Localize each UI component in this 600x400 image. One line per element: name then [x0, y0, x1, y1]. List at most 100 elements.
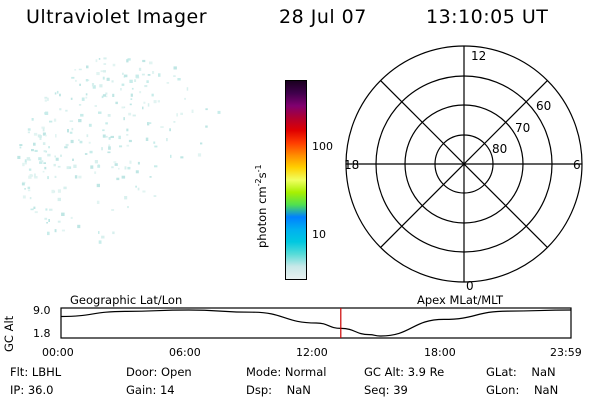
- speckle-dot: [177, 78, 181, 81]
- speckle-dot: [54, 229, 57, 233]
- gc-altitude-line: [60, 309, 572, 337]
- lat-label-70: 70: [515, 121, 530, 135]
- timeline-left-title: Geographic Lat/Lon: [70, 293, 183, 307]
- speckle-dot: [124, 166, 127, 170]
- speckle-dot: [112, 93, 115, 97]
- speckle-dot: [49, 208, 53, 211]
- speckle-dot: [119, 145, 123, 148]
- speckle-dot: [66, 166, 70, 170]
- speckle-dot: [98, 240, 102, 244]
- speckle-dot: [70, 139, 74, 144]
- speckle-dot: [38, 157, 42, 161]
- speckle-dot: [137, 161, 140, 165]
- speckle-dot: [147, 122, 150, 126]
- speckle-dot: [22, 162, 25, 167]
- speckle-dot: [180, 112, 183, 115]
- speckle-dot: [148, 122, 152, 124]
- speckle-dot: [68, 166, 72, 169]
- speckle-dot: [95, 59, 98, 63]
- speckle-dot: [128, 112, 132, 116]
- speckle-dot: [87, 79, 90, 82]
- status-filter: Flt: LBHL: [10, 365, 62, 379]
- colorbar-gradient: [286, 81, 306, 279]
- speckle-dot: [166, 138, 168, 142]
- speckle-dot: [143, 101, 146, 104]
- speckle-dot: [138, 67, 142, 71]
- speckle-dot: [26, 157, 31, 161]
- status-gc-alt: GC Alt: 3.9 Re: [364, 365, 445, 379]
- speckle-dot: [113, 161, 117, 163]
- speckle-dot: [112, 63, 116, 67]
- speckle-dot: [128, 139, 132, 143]
- speckle-dot: [55, 134, 57, 138]
- speckle-dot: [78, 68, 82, 71]
- speckle-dot: [24, 188, 26, 190]
- speckle-dot: [75, 79, 77, 82]
- speckle-dot: [39, 161, 43, 164]
- speckle-dot: [19, 144, 23, 146]
- speckle-dot: [96, 200, 100, 204]
- speckle-dot: [147, 74, 151, 76]
- mlt-label-6: 6: [573, 158, 581, 172]
- speckle-dot: [60, 154, 62, 157]
- speckle-dot: [145, 137, 149, 141]
- speckle-dot: [135, 185, 137, 188]
- speckle-dot: [63, 186, 67, 190]
- speckle-dot: [27, 189, 31, 192]
- speckle-dot: [131, 87, 134, 90]
- speckle-dot: [53, 163, 56, 167]
- timeline-plot: [60, 307, 572, 339]
- speckle-dot: [22, 195, 26, 199]
- speckle-dot: [114, 163, 118, 166]
- speckle-dot: [57, 197, 61, 202]
- speckle-dot: [39, 138, 42, 140]
- timeline-y-tick-top: 9.0: [33, 304, 51, 317]
- speckle-dot: [24, 161, 27, 165]
- speckle-dot: [89, 150, 93, 154]
- speckle-dot: [108, 137, 111, 140]
- speckle-dot: [90, 165, 94, 169]
- timeline-x-tick-0: 00:00: [42, 346, 74, 359]
- speckle-dot: [115, 101, 118, 105]
- speckle-dot: [85, 93, 88, 96]
- speckle-dot: [126, 128, 129, 132]
- speckle-dot: [106, 77, 110, 81]
- speckle-dot: [64, 146, 68, 149]
- speckle-dot: [44, 166, 47, 170]
- speckle-dot: [144, 85, 148, 88]
- speckle-dot: [84, 153, 88, 155]
- speckle-dot: [153, 195, 157, 197]
- status-glon: GLon: NaN: [486, 383, 559, 397]
- status-ip: IP: 36.0: [10, 383, 54, 397]
- speckle-dot: [184, 97, 186, 100]
- speckle-dot: [124, 196, 128, 200]
- timeline-y-tick-bottom: 1.8: [33, 327, 51, 340]
- speckle-dot: [56, 90, 59, 94]
- status-glat: GLat: NaN: [486, 365, 556, 379]
- speckle-dot: [130, 98, 133, 100]
- polar-plot: 12 18 6 0 60 70 80: [344, 45, 583, 293]
- app-title: Ultraviolet Imager: [26, 6, 208, 28]
- speckle-dot: [41, 126, 45, 129]
- speckle-dot: [102, 94, 106, 97]
- speckle-dot: [137, 187, 140, 191]
- speckle-dot: [107, 114, 111, 117]
- speckle-dot: [19, 146, 22, 149]
- speckle-dot: [78, 119, 82, 123]
- colorbar-label: photon cm-2s-1: [254, 164, 269, 248]
- timeline-right-title: Apex MLat/MLT: [417, 293, 504, 307]
- speckle-dot: [57, 220, 61, 223]
- status-seq: Seq: 39: [364, 383, 408, 397]
- speckle-dot: [122, 72, 124, 75]
- speckle-dot: [82, 98, 85, 100]
- speckle-dot: [126, 134, 129, 136]
- speckle-dot: [44, 217, 48, 220]
- speckle-dot: [116, 177, 120, 181]
- speckle-dot: [71, 127, 74, 131]
- speckle-dot: [105, 135, 108, 138]
- speckle-dot: [139, 91, 142, 94]
- speckle-dot: [79, 140, 83, 144]
- speckle-dot: [129, 79, 133, 83]
- speckle-dot: [130, 93, 133, 97]
- speckle-dot: [96, 72, 100, 76]
